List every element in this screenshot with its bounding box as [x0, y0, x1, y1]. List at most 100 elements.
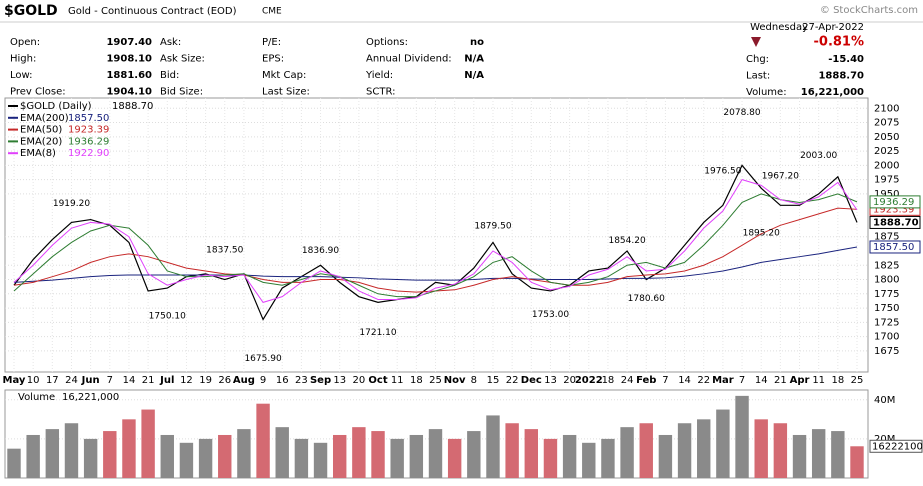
- quote-label: SCTR:: [366, 87, 395, 98]
- annotation: 1836.90: [302, 246, 339, 256]
- annotation: 1976.50: [704, 166, 741, 176]
- x-tick-label: 17: [46, 375, 59, 386]
- quote-label: Ask:: [160, 37, 181, 48]
- legend-name: $GOLD (Daily): [20, 101, 92, 112]
- volume-bar: [103, 431, 117, 478]
- annotation: 1837.50: [206, 246, 243, 256]
- legend-name: EMA(20): [20, 136, 62, 147]
- legend-name: EMA(50): [20, 125, 62, 136]
- y-tick-label: 1975: [874, 175, 899, 186]
- volume-bar: [371, 431, 385, 478]
- price-panel: [4, 97, 869, 373]
- x-tick-label: 21: [142, 375, 155, 386]
- y-tick-label: 40M: [874, 395, 895, 406]
- volume-bar: [486, 415, 500, 478]
- volume-bar: [275, 427, 289, 478]
- quote-label: Bid Size:: [160, 87, 203, 98]
- last-value-label: 16222100: [872, 441, 923, 452]
- x-tick-label: 26: [218, 375, 231, 386]
- volume-bar: [313, 442, 328, 478]
- quote-label: Prev Close:: [10, 87, 66, 98]
- summary-label: Last:: [746, 71, 770, 82]
- x-tick-label: Apr: [790, 375, 810, 386]
- volume-bar: [658, 434, 673, 478]
- x-tick-label: 15: [487, 375, 500, 386]
- x-tick-label: May: [3, 375, 26, 386]
- price-line: [13, 164, 858, 321]
- volume-bar: [179, 442, 194, 478]
- x-tick-label: 20: [352, 375, 365, 386]
- y-tick-label: 1675: [874, 346, 899, 357]
- volume-latest: 16,221,000: [62, 392, 119, 403]
- x-tick-label: 22: [697, 375, 710, 386]
- last-value-box: [869, 195, 921, 209]
- x-tick-label: 13: [544, 375, 557, 386]
- volume-bar: [428, 429, 443, 478]
- quote-label: Last Size:: [262, 87, 310, 98]
- volume-bar: [524, 429, 539, 478]
- x-tick-label: Dec: [521, 375, 542, 386]
- volume-bar: [26, 434, 40, 478]
- volume-title: Volume: [18, 392, 55, 403]
- legend-name: EMA(8): [20, 148, 56, 159]
- x-tick-label: 12: [180, 375, 193, 386]
- x-tick-label: 24: [65, 375, 78, 386]
- legend-value: 1922.90: [68, 148, 109, 159]
- down-arrow: [751, 37, 761, 47]
- instrument-name: Gold - Continuous Contract (EOD): [68, 6, 237, 17]
- x-tick-label: 13: [333, 375, 346, 386]
- volume-bar: [198, 438, 213, 478]
- volume-bar: [45, 429, 60, 478]
- quote-value: 1904.10: [106, 87, 152, 98]
- quote-label: Mkt Cap:: [262, 70, 306, 81]
- x-tick-label: 8: [471, 375, 477, 386]
- x-tick-label: 19: [199, 375, 212, 386]
- x-tick-label: Jul: [159, 375, 174, 386]
- quote-value: no: [470, 37, 484, 48]
- summary-value: -15.40: [828, 54, 864, 65]
- annotation: 1967.20: [762, 172, 799, 182]
- y-tick-label: 20M: [874, 434, 895, 445]
- volume-bar: [735, 395, 749, 478]
- volume-bar: [677, 423, 692, 478]
- date: 27-Apr-2022: [802, 22, 864, 33]
- summary-value: 16,221,000: [801, 87, 864, 98]
- volume-bar: [754, 419, 768, 478]
- x-tick-label: 20: [563, 375, 576, 386]
- volume-bar: [831, 431, 845, 478]
- quote-value: 1908.10: [106, 54, 152, 65]
- x-tick-label: Aug: [233, 375, 255, 386]
- quote-value: 1907.40: [106, 37, 152, 48]
- legend-value: 1923.39: [68, 125, 109, 136]
- y-tick-label: 1950: [874, 189, 899, 200]
- quote-label: P/E:: [262, 37, 281, 48]
- volume-bar: [352, 427, 366, 478]
- y-tick-label: 2100: [874, 103, 899, 114]
- price-line: [13, 246, 858, 283]
- x-tick-label: Feb: [636, 375, 656, 386]
- summary-label: Chg:: [746, 54, 769, 65]
- symbol: $GOLD: [4, 3, 58, 19]
- last-value-label: 1857.50: [873, 242, 914, 253]
- legend-value: 1857.50: [68, 113, 109, 124]
- quote-label: Annual Dividend:: [366, 54, 452, 65]
- volume-bar: [601, 438, 615, 478]
- last-value-label: 1888.70: [873, 217, 919, 228]
- volume-bar: [218, 434, 232, 478]
- x-tick-label: 7: [107, 375, 113, 386]
- last-value-box: [869, 439, 923, 453]
- volume-bar: [83, 438, 98, 478]
- annotation: 1721.10: [359, 328, 396, 338]
- legend-name: EMA(200): [20, 113, 69, 124]
- quote-label: Bid:: [160, 70, 179, 81]
- x-tick-label: Sep: [310, 375, 331, 386]
- volume-bar: [122, 419, 136, 478]
- volume-bar: [294, 438, 309, 478]
- last-value-label: 1923.39: [873, 204, 914, 215]
- x-tick-label: 2022: [575, 375, 603, 386]
- quote-label: Options:: [366, 37, 408, 48]
- volume-bar: [237, 429, 251, 478]
- volume-bar: [447, 438, 462, 478]
- x-tick-label: 21: [774, 375, 787, 386]
- x-tick-label: 18: [410, 375, 423, 386]
